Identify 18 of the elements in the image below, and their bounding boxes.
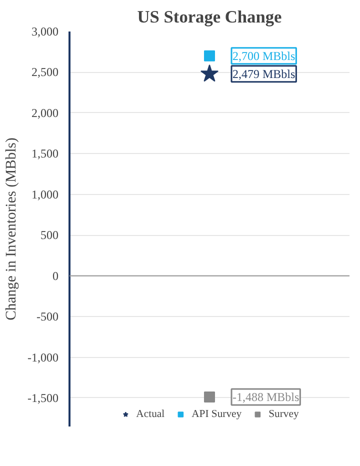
chart-title: US Storage Change bbox=[137, 8, 282, 26]
legend-label: API Survey bbox=[192, 408, 242, 420]
legend-label: Survey bbox=[268, 408, 299, 420]
y-tick-label: 1,000 bbox=[32, 187, 58, 202]
data-label: -1,488 MBbls bbox=[232, 390, 300, 404]
y-tick-label: -500 bbox=[36, 310, 59, 324]
y-tick-label: -1,500 bbox=[28, 390, 59, 405]
y-tick-label: 2,000 bbox=[32, 106, 58, 120]
data-label: 2,479 MBbls bbox=[232, 66, 296, 81]
y-tick-label: 1,500 bbox=[32, 146, 58, 161]
y-tick-label: 3,000 bbox=[32, 24, 58, 38]
y-axis-title: Change in Inventories (MBbls) bbox=[4, 137, 20, 320]
y-tick-label: 2,500 bbox=[32, 65, 58, 80]
legend-label: Actual bbox=[136, 408, 165, 420]
data-label: 2,700 MBbls bbox=[232, 48, 296, 63]
y-tick-label: -1,000 bbox=[28, 350, 59, 364]
y-tick-label: 0 bbox=[52, 268, 58, 283]
y-tick-label: 500 bbox=[40, 228, 58, 242]
